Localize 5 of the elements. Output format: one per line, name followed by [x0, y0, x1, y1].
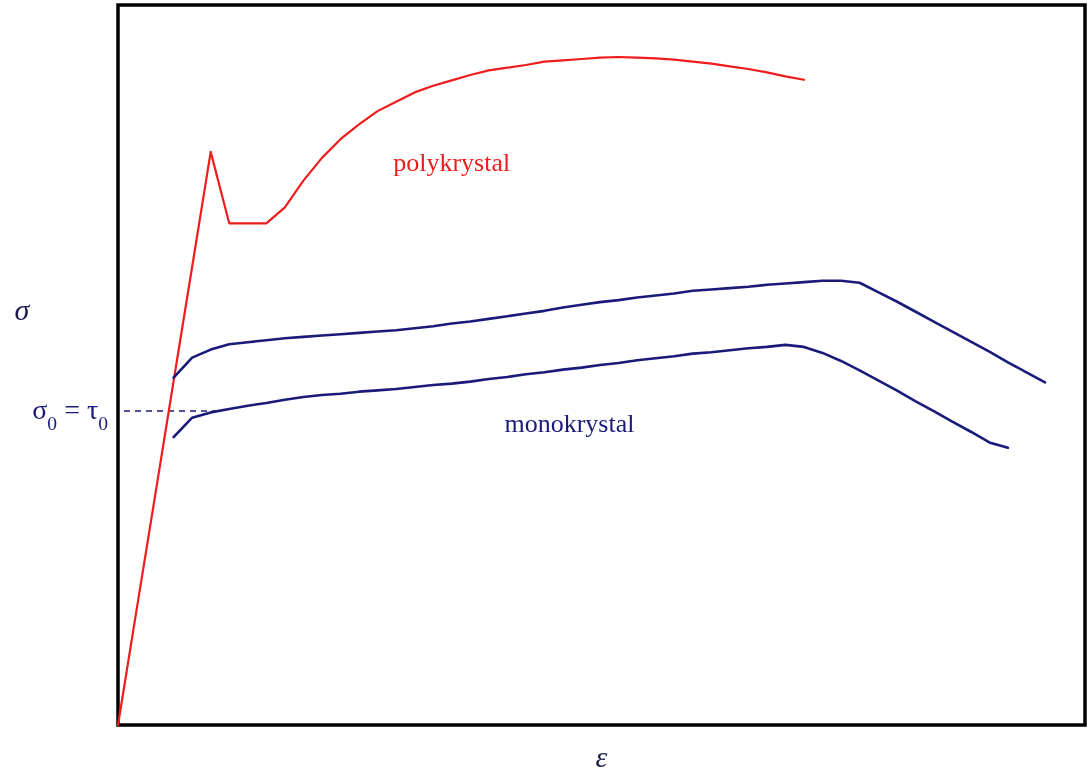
- series-label: monokrystal: [504, 409, 635, 439]
- ref-line-label: σ$_{0}$ = τ$_{0}$: [32, 394, 109, 434]
- y-axis-title: σ: [14, 293, 31, 326]
- series-label: polykrystal: [393, 147, 511, 177]
- x-axis-title: ε: [595, 740, 608, 773]
